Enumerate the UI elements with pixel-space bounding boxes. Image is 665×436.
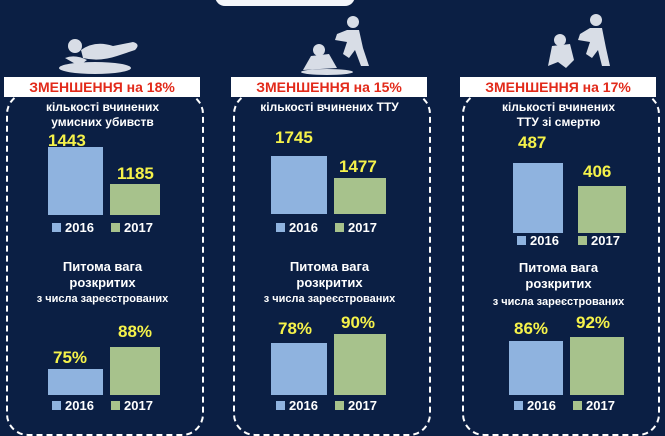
legend-label-2017: 2017 [348, 398, 377, 413]
share-subtitle: з числа зареєстрованих [492, 296, 625, 308]
legend-label-2016: 2016 [289, 398, 318, 413]
panel-caption-line2: ТТУ зі смертю [516, 115, 601, 129]
bar-share-2016 [509, 341, 563, 395]
bar-count-2016 [271, 156, 327, 214]
legend-swatch-2017 [111, 401, 120, 410]
bar-count-2017 [110, 184, 160, 215]
legend-label-2017: 2017 [348, 220, 377, 235]
value-count-2017: 1477 [339, 157, 377, 176]
value-count-2016: 1443 [48, 131, 86, 150]
panel-caption-line1: кількості вчинених [501, 100, 616, 114]
bar-count-2017 [578, 186, 626, 233]
legend-label-2016: 2016 [65, 398, 94, 413]
legend-2016: 2016 [52, 220, 94, 235]
legend-share-2017: 2017 [573, 398, 615, 413]
panel-fatal-injuries: ЗМЕНШЕННЯ на 17% кількості вчинених ТТУ … [456, 0, 661, 436]
value-share-2016: 75% [53, 348, 88, 367]
share-title-line1: Питома вага [62, 259, 143, 274]
legend-swatch-2017 [573, 401, 582, 410]
legend-2016: 2016 [517, 233, 559, 248]
share-title-line2: розкритих [525, 276, 592, 291]
panel-serious-injuries: ЗМЕНШЕННЯ на 15% кількості вчинених ТТУ … [227, 0, 432, 436]
panel-caption-line1: кількості вчинених [45, 100, 160, 114]
legend-label-2016: 2016 [289, 220, 318, 235]
legend-share-2016: 2016 [514, 398, 556, 413]
legend-label-2016: 2016 [65, 220, 94, 235]
bar-count-2016 [513, 163, 563, 233]
value-share-2017: 92% [576, 313, 611, 332]
legend-swatch-2016 [517, 236, 526, 245]
share-title-line1: Питома вага [518, 260, 599, 275]
legend-share-2016: 2016 [52, 398, 94, 413]
legend-2017: 2017 [111, 220, 153, 235]
panel-caption-line2: умисних убивств [51, 115, 154, 129]
value-count-2016: 1745 [275, 128, 313, 147]
legend-swatch-2017 [335, 401, 344, 410]
bar-share-2017 [570, 337, 624, 395]
legend-swatch-2016 [52, 401, 61, 410]
bar-count-2016 [48, 147, 103, 215]
legend-swatch-2016 [514, 401, 523, 410]
share-title-line1: Питома вага [289, 259, 370, 274]
value-share-2016: 78% [278, 319, 313, 338]
legend-swatch-2017 [335, 223, 344, 232]
bar-share-2016 [271, 343, 327, 395]
legend-swatch-2017 [111, 223, 120, 232]
assault-icon [301, 16, 369, 75]
panel-headline: ЗМЕНШЕННЯ на 15% [231, 77, 427, 97]
header-tab [215, 0, 355, 6]
bar-count-2017 [334, 178, 386, 214]
panel-headline: ЗМЕНШЕННЯ на 17% [460, 77, 656, 97]
legend-swatch-2017 [578, 236, 587, 245]
bar-share-2017 [110, 347, 160, 395]
legend-label-2017: 2017 [124, 220, 153, 235]
value-count-2017: 406 [583, 162, 612, 181]
value-share-2016: 86% [514, 319, 549, 338]
share-subtitle: з числа зареєстрованих [263, 293, 396, 305]
panel-headline: ЗМЕНШЕННЯ на 18% [4, 77, 200, 97]
bar-share-2016 [48, 369, 103, 395]
body-outline-icon [59, 39, 138, 74]
legend-swatch-2016 [52, 223, 61, 232]
legend-swatch-2016 [276, 223, 285, 232]
value-share-2017: 90% [341, 313, 376, 332]
bar-share-2017 [334, 334, 386, 395]
share-subtitle: з числа зареєстрованих [36, 293, 169, 305]
legend-label-2016: 2016 [530, 233, 559, 248]
legend-2017: 2017 [335, 220, 377, 235]
value-count-2017: 1185 [117, 164, 154, 183]
legend-2016: 2016 [276, 220, 318, 235]
attack-icon [548, 14, 610, 68]
value-count-2016: 487 [518, 133, 547, 152]
legend-swatch-2016 [276, 401, 285, 410]
legend-share-2017: 2017 [111, 398, 153, 413]
legend-label-2017: 2017 [124, 398, 153, 413]
share-title-line2: розкритих [69, 275, 136, 290]
legend-2017: 2017 [578, 233, 620, 248]
panel-caption-line1: кількості вчинених ТТУ [260, 100, 399, 114]
panel-homicides: ЗМЕНШЕННЯ на 18% кількості вчинених умис… [0, 0, 205, 436]
legend-label-2017: 2017 [586, 398, 615, 413]
legend-share-2017: 2017 [335, 398, 377, 413]
legend-label-2016: 2016 [527, 398, 556, 413]
share-title-line2: розкритих [296, 275, 363, 290]
legend-label-2017: 2017 [591, 233, 620, 248]
legend-share-2016: 2016 [276, 398, 318, 413]
value-share-2017: 88% [118, 322, 153, 341]
